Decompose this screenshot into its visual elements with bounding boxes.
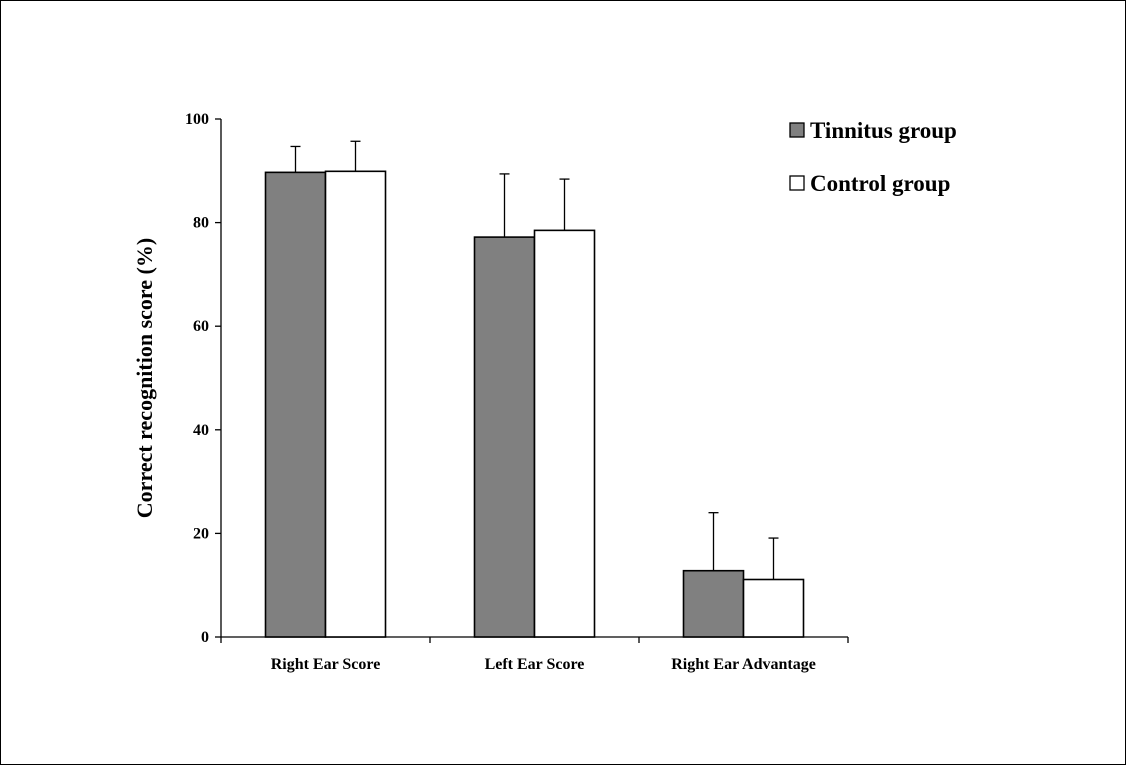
x-tick-label: Right Ear Advantage — [671, 656, 816, 673]
y-tick-label: 20 — [193, 525, 209, 542]
x-tick-label: Right Ear Score — [271, 656, 381, 673]
legend-label-tinnitus: Tinnitus group — [810, 118, 957, 143]
y-tick-label: 80 — [193, 215, 209, 232]
bar-tinnitus — [264, 171, 327, 638]
y-tick-label: 60 — [193, 318, 209, 335]
bar-control — [533, 229, 596, 638]
x-tick-label: Left Ear Score — [485, 656, 585, 673]
plot-area: 0 20 40 60 80 100 Right Ear Score Left Ear Scor… — [185, 111, 849, 673]
bar-tinnitus — [682, 569, 745, 638]
legend-label-control: Control group — [810, 171, 950, 196]
y-tick-label: 0 — [201, 629, 209, 646]
bar-tinnitus — [473, 236, 536, 638]
bar-control — [324, 170, 387, 638]
y-tick-label: 40 — [193, 422, 209, 439]
legend-swatch-tinnitus — [789, 122, 805, 138]
bar-control — [742, 578, 805, 638]
legend: Tinnitus group Control group — [789, 118, 957, 196]
legend-swatch-control — [789, 175, 805, 191]
y-axis-label: Correct recognition score (%) — [132, 238, 157, 518]
y-tick-label: 100 — [185, 111, 209, 128]
